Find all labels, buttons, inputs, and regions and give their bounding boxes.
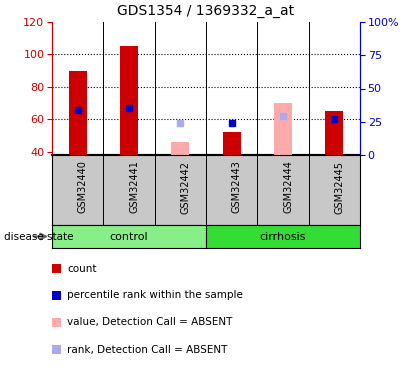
Text: GSM32443: GSM32443	[232, 160, 242, 213]
Bar	[223, 132, 241, 155]
Text: rank, Detection Call = ABSENT: rank, Detection Call = ABSENT	[67, 345, 227, 354]
Text: GSM32444: GSM32444	[283, 160, 293, 213]
Text: cirrhosis: cirrhosis	[260, 231, 306, 242]
Text: GSM32442: GSM32442	[180, 160, 190, 214]
Bar	[120, 46, 138, 155]
Text: percentile rank within the sample: percentile rank within the sample	[67, 291, 243, 300]
Bar	[274, 103, 292, 155]
Title: GDS1354 / 1369332_a_at: GDS1354 / 1369332_a_at	[118, 4, 295, 18]
Bar	[171, 142, 189, 155]
Bar	[52, 225, 206, 248]
Text: disease state: disease state	[4, 231, 74, 242]
Text: control: control	[110, 231, 148, 242]
Text: GSM32441: GSM32441	[129, 160, 139, 213]
Text: value, Detection Call = ABSENT: value, Detection Call = ABSENT	[67, 318, 232, 327]
Bar	[69, 70, 87, 155]
Bar	[206, 225, 360, 248]
Text: count: count	[67, 264, 97, 273]
Text: GSM32440: GSM32440	[78, 160, 88, 213]
Text: GSM32445: GSM32445	[334, 160, 344, 214]
Bar	[326, 111, 343, 155]
